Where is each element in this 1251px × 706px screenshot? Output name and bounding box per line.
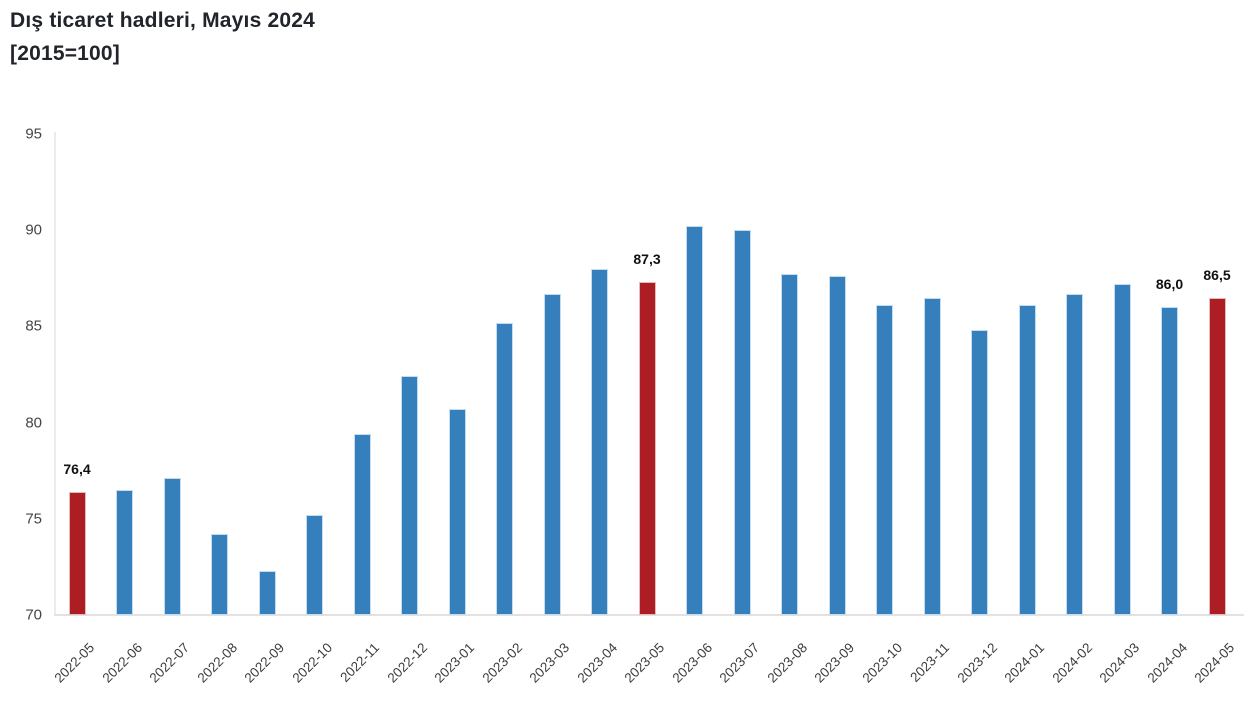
y-tick-label-70: 70 xyxy=(25,606,42,624)
x-tick-label-2022-06: 2022-06 xyxy=(99,640,146,686)
y-axis-line xyxy=(54,132,56,615)
bar-2022-07 xyxy=(163,478,181,615)
x-tick-label-2023-03: 2023-03 xyxy=(526,640,573,686)
bar-2024-02 xyxy=(1066,293,1083,615)
x-tick-label-2022-05: 2022-05 xyxy=(51,640,98,686)
bar-2023-07 xyxy=(733,230,751,615)
bar-2023-02 xyxy=(496,322,513,615)
x-tick-label-2023-11: 2023-11 xyxy=(907,640,953,685)
bar-2022-11 xyxy=(353,434,371,615)
bar-value-label-2023-05: 87,3 xyxy=(633,251,661,268)
bar-2024-04 xyxy=(1161,307,1178,615)
bar-value-label-2022-05: 76,4 xyxy=(63,460,91,477)
bar-2022-09 xyxy=(258,570,276,615)
bar-2022-05 xyxy=(68,491,86,615)
bar-2023-08 xyxy=(781,274,798,615)
x-tick-label-2023-12: 2023-12 xyxy=(954,640,1001,686)
x-tick-label-2023-04: 2023-04 xyxy=(574,640,621,686)
x-tick-label-2022-10: 2022-10 xyxy=(289,640,336,686)
bar-2022-08 xyxy=(211,534,228,615)
x-tick-label-2024-05: 2024-05 xyxy=(1191,640,1238,686)
y-tick-label-95: 95 xyxy=(25,125,42,143)
x-tick-label-2023-05: 2023-05 xyxy=(621,640,668,686)
bar-2023-05 xyxy=(638,282,656,615)
bar-2022-12 xyxy=(401,376,418,615)
bar-2024-03 xyxy=(1113,284,1131,615)
y-tick-label-85: 85 xyxy=(25,317,42,335)
x-tick-label-2023-06: 2023-06 xyxy=(669,640,716,686)
bar-2022-06 xyxy=(116,489,133,615)
chart-title-line1: Dış ticaret hadleri, Mayıs 2024 xyxy=(10,9,316,32)
bar-2023-04 xyxy=(591,268,608,615)
x-tick-label-2022-08: 2022-08 xyxy=(194,640,241,686)
x-tick-label-2024-04: 2024-04 xyxy=(1144,640,1191,686)
x-tick-label-2023-10: 2023-10 xyxy=(859,640,906,686)
bar-2023-09 xyxy=(828,276,846,615)
x-tick-label-2022-09: 2022-09 xyxy=(241,640,288,686)
y-tick-label-75: 75 xyxy=(25,510,42,528)
bar-2023-10 xyxy=(876,305,893,615)
x-axis-line xyxy=(54,614,1244,616)
x-tick-label-2023-08: 2023-08 xyxy=(764,640,811,686)
chart-title-line2: [2015=100] xyxy=(10,42,121,65)
bar-2023-12 xyxy=(971,330,988,615)
bar-2023-11 xyxy=(923,297,941,615)
x-tick-label-2024-01: 2024-01 xyxy=(1001,640,1048,686)
y-tick-label-80: 80 xyxy=(25,414,42,432)
x-tick-label-2023-07: 2023-07 xyxy=(716,640,763,686)
bar-value-label-2024-04: 86,0 xyxy=(1155,276,1184,293)
x-tick-label-2023-09: 2023-09 xyxy=(811,640,858,686)
bar-2023-06 xyxy=(686,226,703,615)
x-tick-label-2024-03: 2024-03 xyxy=(1096,640,1143,686)
x-tick-label-2022-11: 2022-11 xyxy=(337,640,383,685)
chart-title: Dış ticaret hadleri, Mayıs 2024 [2015=10… xyxy=(10,4,315,70)
bar-2023-03 xyxy=(543,293,561,615)
y-tick-label-90: 90 xyxy=(25,221,42,239)
bar-2023-01 xyxy=(448,409,466,615)
bar-value-label-2024-05: 86,5 xyxy=(1203,266,1231,283)
bar-2022-10 xyxy=(306,514,323,615)
x-tick-label-2022-07: 2022-07 xyxy=(146,640,193,686)
x-tick-label-2023-01: 2023-01 xyxy=(431,640,478,686)
bar-2024-01 xyxy=(1018,305,1036,615)
x-tick-label-2022-12: 2022-12 xyxy=(384,640,431,686)
x-tick-label-2024-02: 2024-02 xyxy=(1049,640,1096,686)
x-tick-label-2023-02: 2023-02 xyxy=(479,640,526,686)
bar-2024-05 xyxy=(1208,297,1226,615)
